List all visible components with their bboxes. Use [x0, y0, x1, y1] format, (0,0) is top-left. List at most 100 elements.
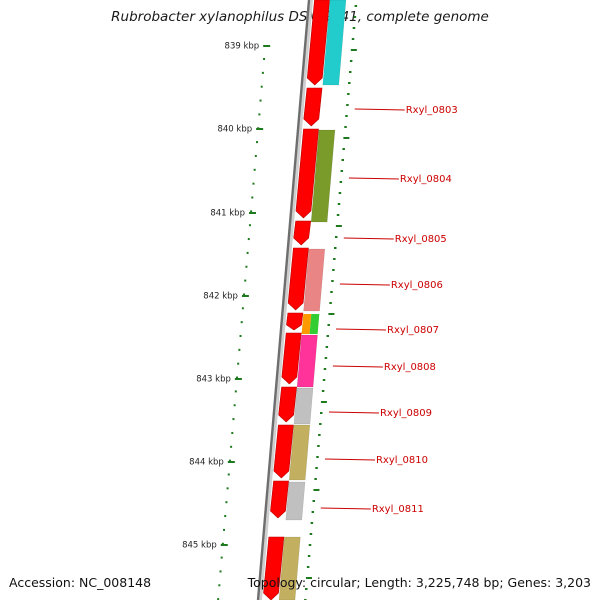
ruler-tick-right: [312, 500, 315, 502]
ruler-tick-right: [345, 115, 348, 117]
ruler-tick-minor: [226, 487, 229, 490]
ruler-tick-minor: [261, 71, 264, 74]
genome-summary-text: Topology: circular; Length: 3,225,748 bp…: [247, 575, 591, 590]
ruler-tick-right: [341, 159, 344, 161]
gene-label: Rxyl_0811: [372, 504, 424, 515]
ruler-tick-right: [323, 368, 327, 370]
ruler-tick-right: [342, 148, 345, 150]
ruler-tick-right: [330, 291, 333, 293]
ruler-tick-minor: [218, 584, 221, 587]
ruler-tick-major: [256, 128, 264, 130]
gene-arrow-forward: [270, 480, 289, 519]
ruler-tick-minor: [233, 404, 236, 407]
ruler-tick-minor: [219, 570, 222, 573]
gene-block-reverse: [288, 424, 311, 481]
gene-block-reverse: [296, 334, 318, 388]
ruler-tick-minor: [258, 113, 261, 116]
ruler-tick-right: [317, 445, 320, 447]
ruler-tick-right: [309, 533, 313, 535]
gene-arrow-forward: [281, 332, 302, 385]
ruler-tick-right: [335, 225, 342, 227]
ruler-label: 839 kbp: [225, 42, 260, 52]
gene-leader-line: [328, 411, 379, 414]
ruler-tick-minor: [221, 542, 224, 545]
ruler-tick-right: [318, 434, 321, 436]
ruler-tick-minor: [263, 58, 266, 60]
ruler-tick-right: [344, 126, 347, 128]
ruler-tick-right: [321, 390, 325, 392]
gene-label: Rxyl_0808: [384, 362, 436, 373]
accession-text: Accession: NC_008148: [9, 575, 152, 590]
ruler-tick-right: [350, 49, 357, 51]
ruler-tick-minor: [234, 390, 237, 393]
ruler-tick-right: [320, 401, 327, 403]
ruler-tick-right: [338, 192, 342, 194]
gene-leader-line: [336, 328, 387, 331]
ruler-tick-major: [263, 45, 271, 47]
gene-label: Rxyl_0810: [376, 455, 428, 466]
ruler-tick-right: [306, 566, 310, 568]
ruler-tick-minor: [250, 210, 253, 213]
gene-arrow-forward: [263, 536, 285, 600]
gene-label: Rxyl_0805: [395, 234, 447, 245]
ruler-tick-right: [348, 71, 352, 73]
ruler-tick-right: [310, 522, 314, 524]
ruler-tick-right: [336, 214, 340, 216]
ruler-tick-right: [326, 335, 330, 337]
ruler-tick-minor: [217, 598, 220, 600]
backbone-shadow: [258, 0, 313, 600]
ruler-tick-major: [241, 295, 249, 297]
ruler-tick-minor: [240, 321, 243, 324]
ruler-tick-minor: [246, 251, 249, 254]
ruler-tick-right: [351, 38, 355, 40]
gene-block-reverse: [301, 314, 312, 334]
ruler-tick-minor: [244, 279, 247, 282]
ruler-tick-right: [353, 16, 357, 18]
ruler-tick-major: [220, 544, 228, 546]
gene-block-reverse: [303, 248, 326, 312]
ruler-tick-right: [354, 5, 358, 7]
ruler-tick-minor: [232, 418, 235, 421]
ruler-tick-minor: [241, 307, 244, 310]
ruler-tick-minor: [220, 556, 223, 559]
gene-label: Rxyl_0809: [380, 408, 432, 419]
ruler-tick-right: [343, 137, 350, 139]
ruler-tick-right: [347, 93, 350, 95]
ruler-tick-right: [313, 489, 320, 491]
ruler-tick-minor: [257, 127, 260, 130]
ruler-tick-minor: [225, 501, 228, 504]
ruler-tick-right: [305, 588, 308, 590]
gene-arrow-forward: [295, 128, 319, 219]
ruler-tick-minor: [247, 238, 250, 241]
ruler-tick-right: [311, 511, 315, 513]
ruler-tick-minor: [223, 528, 226, 531]
ruler-label: 841 kbp: [210, 209, 245, 219]
ruler-tick-right: [319, 423, 322, 425]
ruler-tick-right: [334, 236, 338, 238]
gene-label: Rxyl_0803: [406, 105, 458, 116]
ruler-tick-minor: [245, 265, 248, 268]
gene-arrow-forward: [286, 312, 304, 331]
ruler-tick-right: [339, 181, 343, 183]
ruler-tick-minor: [253, 168, 256, 171]
gene-arrow-forward: [278, 386, 297, 423]
gene-arrow-forward: [306, 0, 330, 86]
ruler-tick-right: [307, 555, 311, 557]
ruler-tick-right: [333, 258, 336, 260]
gene-leader-line: [320, 507, 371, 510]
gene-arrow-forward: [293, 220, 312, 246]
gene-block-reverse: [309, 314, 320, 334]
gene-arrow-forward: [287, 247, 309, 311]
ruler-tick-right: [329, 302, 332, 304]
gene-arrow-forward: [303, 87, 323, 127]
ruler-tick-minor: [259, 99, 262, 102]
gene-block-reverse: [278, 536, 301, 600]
ruler-tick-right: [308, 544, 312, 546]
ruler-tick-right: [319, 412, 323, 414]
ruler-tick-right: [316, 456, 319, 458]
ruler-tick-minor: [238, 348, 241, 351]
ruler-label: 845 kbp: [182, 541, 217, 551]
ruler-tick-minor: [227, 473, 230, 476]
ruler-tick-right: [352, 27, 356, 29]
